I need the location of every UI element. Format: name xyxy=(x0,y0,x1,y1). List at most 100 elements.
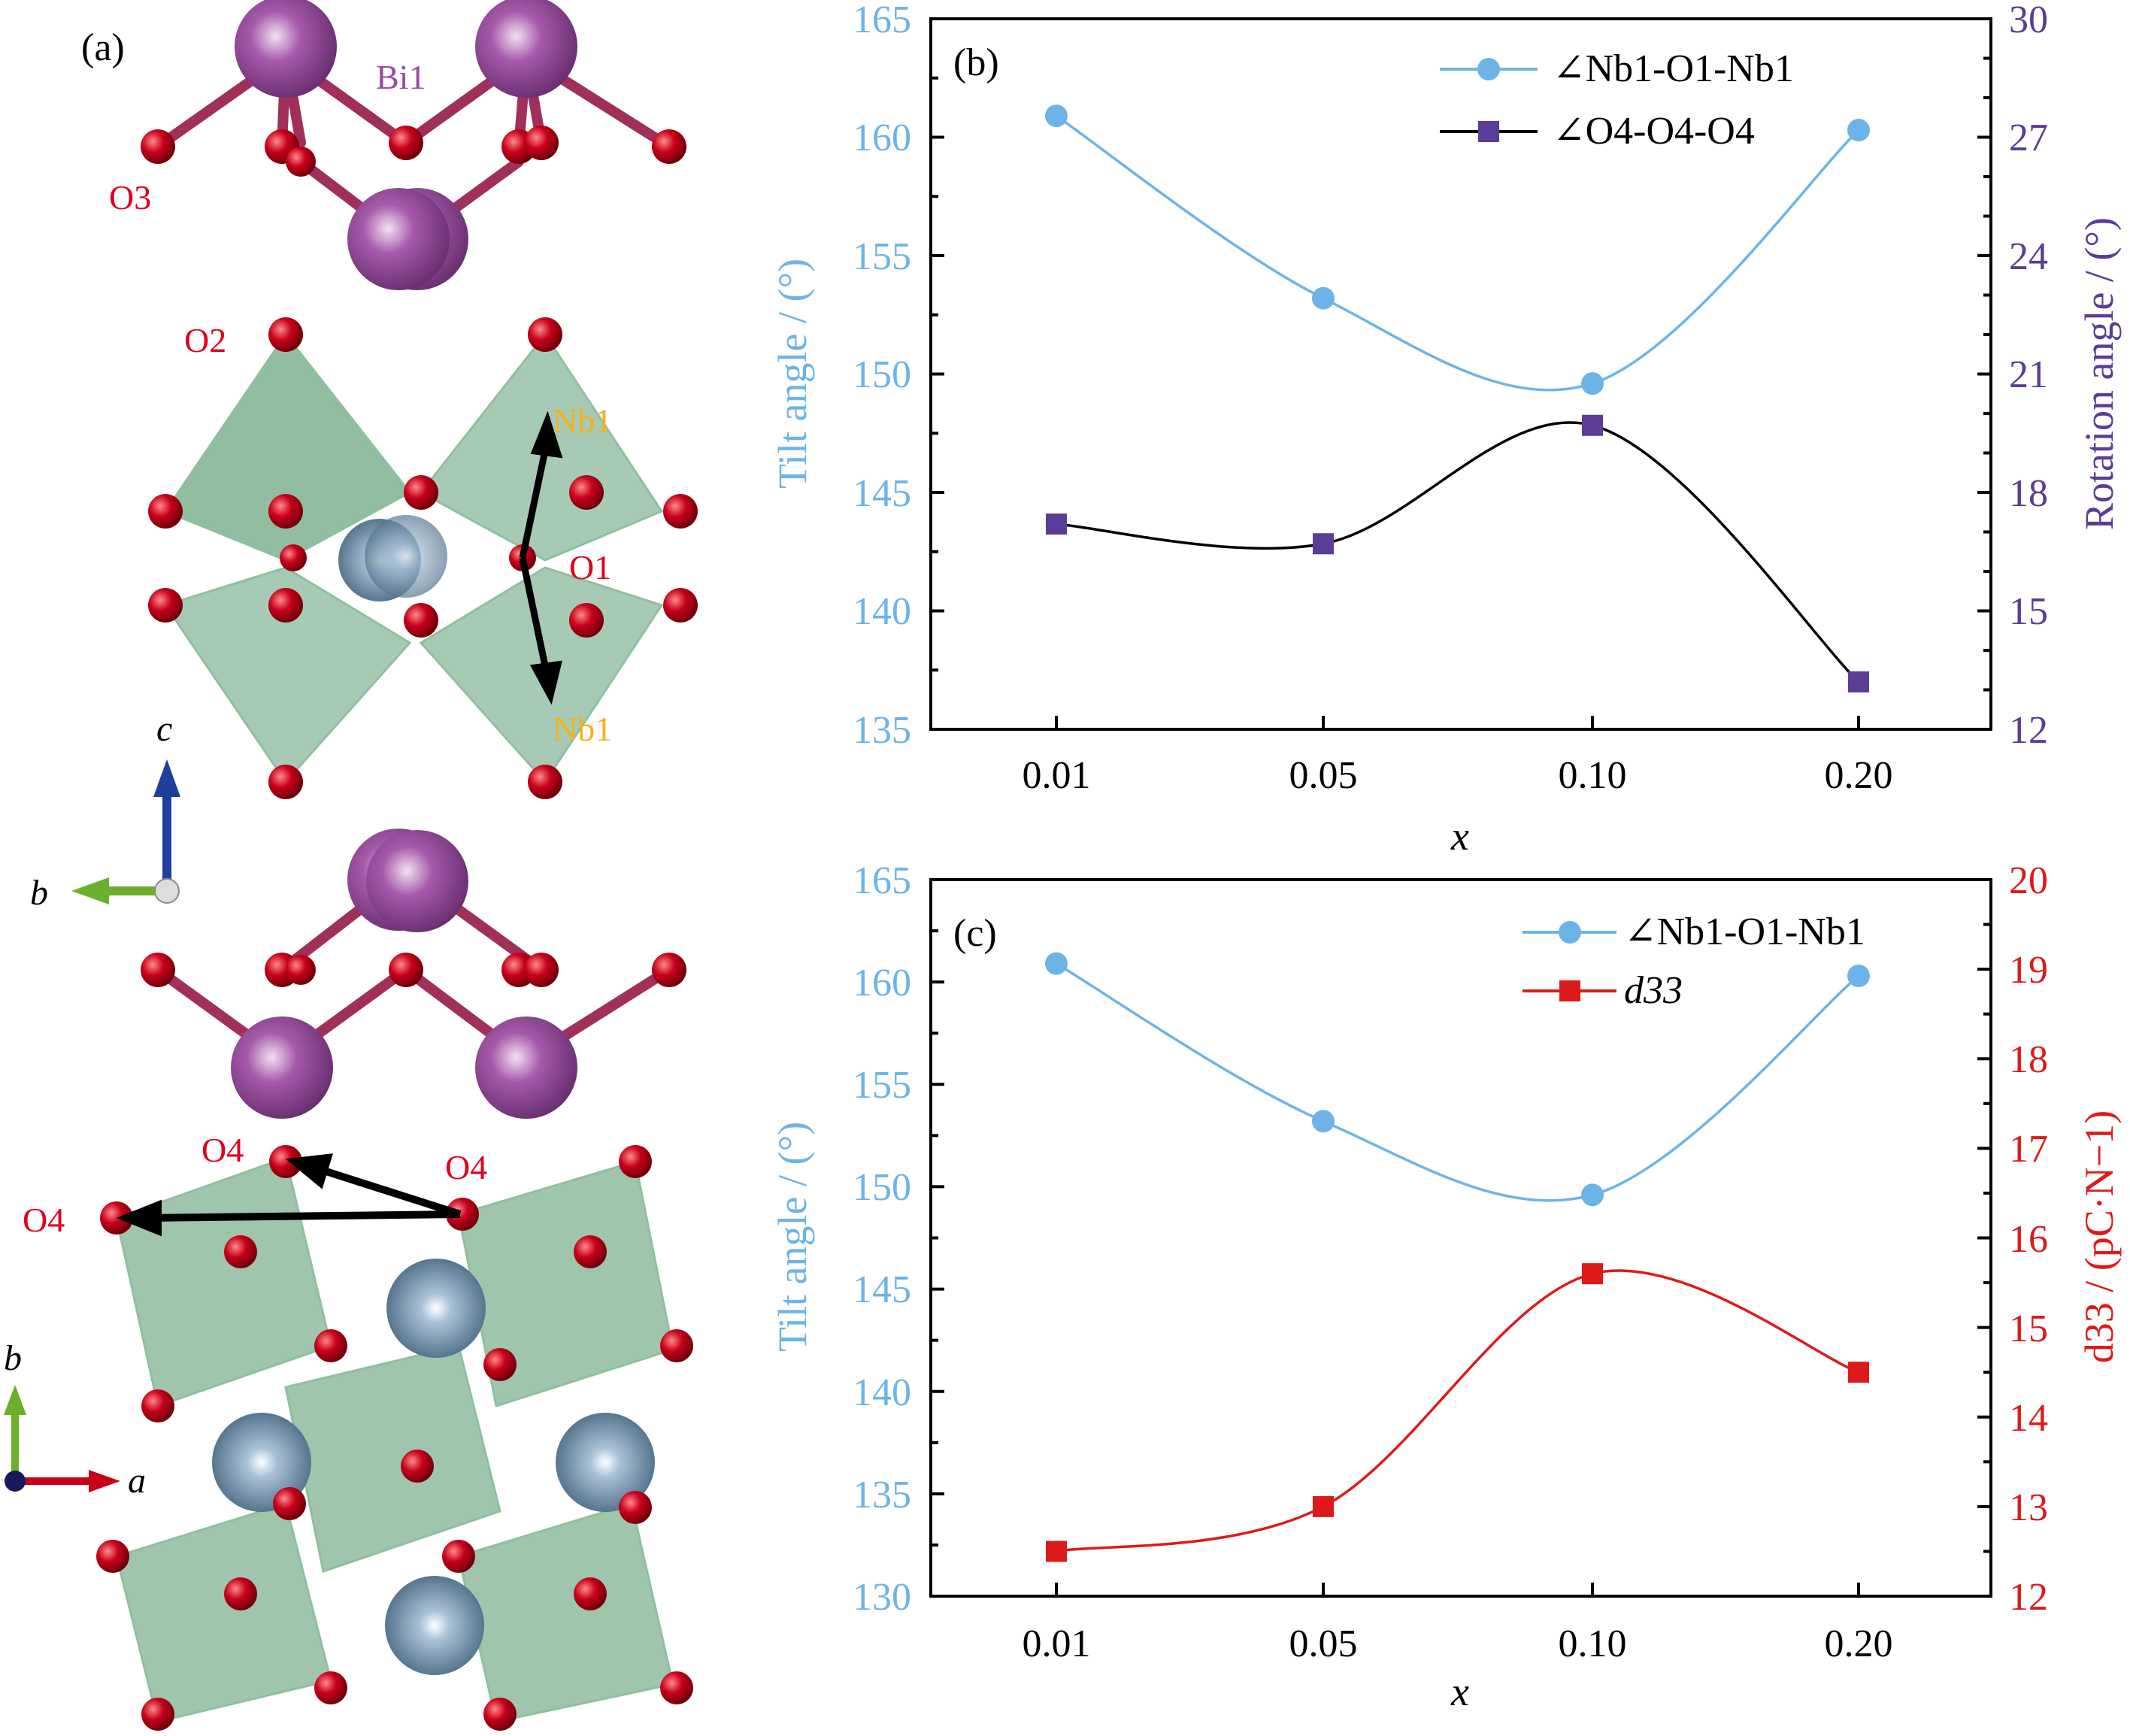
tick-label: 140 xyxy=(853,1371,911,1414)
tick-label: 0.01 xyxy=(1023,754,1091,797)
label-o1: O1 xyxy=(569,548,611,586)
a-site-atom xyxy=(212,1413,311,1512)
data-point-square xyxy=(1046,514,1067,535)
octahedra-block: O2 Nb1 O1 Nb1 xyxy=(148,317,698,799)
label-o4-left: O4 xyxy=(23,1201,65,1239)
series-markers xyxy=(1045,105,1870,692)
label-o3: O3 xyxy=(109,178,151,217)
tick-label: 155 xyxy=(853,235,911,278)
axis-label-b: b xyxy=(30,873,48,913)
left-tick-labels: 135 140 145 150 155 160 165 xyxy=(853,0,911,752)
tick-label: 20 xyxy=(2009,859,2048,902)
tick-label: 12 xyxy=(2009,1576,2048,1619)
tick-label: 0.10 xyxy=(1559,1622,1627,1665)
label-o4-top-right: O4 xyxy=(445,1148,487,1186)
tick-label: 15 xyxy=(2009,1307,2048,1350)
bi-o-layer-top: Bi1 O3 xyxy=(109,0,686,290)
series-line xyxy=(1056,114,1860,392)
data-point-square xyxy=(1313,533,1334,555)
tick-label: 24 xyxy=(2009,235,2048,278)
tick-label: 15 xyxy=(2009,590,2048,633)
data-point-circle xyxy=(1045,952,1068,975)
plot-frame xyxy=(929,17,1992,731)
right-tick-labels: 12 13 14 15 16 17 18 19 20 xyxy=(2009,859,2048,1619)
data-point-circle xyxy=(1847,119,1870,142)
a-site-atom xyxy=(556,1413,655,1512)
plot-frame xyxy=(929,878,1992,1598)
legend: ∠Nb1-O1-Nb1 d33 xyxy=(1523,910,1865,1012)
data-point-circle xyxy=(1847,964,1870,987)
tick-label: 27 xyxy=(2009,117,2048,159)
bismuth-atom xyxy=(475,0,577,98)
label-bi1: Bi1 xyxy=(376,58,426,96)
bismuth-atom xyxy=(366,830,468,932)
legend-label: d33 xyxy=(1624,969,1683,1012)
tick-label: 0.10 xyxy=(1559,754,1627,797)
tick-label: 0.05 xyxy=(1289,754,1358,797)
tick-label: 155 xyxy=(853,1064,911,1107)
tick-label: 160 xyxy=(853,117,911,159)
label-nb1-top: Nb1 xyxy=(553,401,612,440)
bismuth-atom xyxy=(231,1016,333,1119)
bismuth-atom xyxy=(475,1016,577,1119)
axis-indicator-ab: b a xyxy=(4,1338,146,1501)
data-point-square xyxy=(1582,414,1603,436)
data-point-circle xyxy=(1312,1110,1335,1133)
tick-label: 0.01 xyxy=(1023,1622,1091,1665)
y-axis-label-left: Tilt angle / (°) xyxy=(770,259,815,489)
legend-label: ∠O4-O4-O4 xyxy=(1553,110,1755,153)
chart-panel-c: 130 135 140 145 150 155 160 165 12 13 14… xyxy=(770,859,2122,1714)
axis-label-a: a xyxy=(128,1461,146,1501)
legend: ∠Nb1-O1-Nb1 ∠O4-O4-O4 xyxy=(1440,47,1794,153)
panel-label-b: (b) xyxy=(953,41,999,84)
tick-label: 130 xyxy=(853,1576,911,1619)
tick-label: 150 xyxy=(853,1166,911,1209)
structure-panel: (a) Bi1 O3 xyxy=(4,0,698,1731)
series-line xyxy=(1056,962,1860,1202)
tick-marks xyxy=(931,878,1991,1598)
tick-label: 165 xyxy=(853,0,911,41)
series-line xyxy=(1056,1269,1859,1553)
x-tick-labels: 0.01 0.05 0.10 0.20 xyxy=(1023,1622,1893,1665)
data-point-circle xyxy=(1581,1183,1604,1207)
tick-label: 145 xyxy=(853,472,911,515)
tick-label: 13 xyxy=(2009,1486,2048,1529)
y-axis-label-left: Tilt angle / (°) xyxy=(770,1122,815,1352)
chart-panel-b: 135 140 145 150 155 160 165 12 15 18 21 … xyxy=(770,0,2122,859)
tick-label: 18 xyxy=(2009,472,2048,515)
tick-label: 21 xyxy=(2009,353,2048,396)
legend-marker-circle xyxy=(1559,921,1581,944)
axis-label-b-up: b xyxy=(4,1338,22,1378)
tick-label: 145 xyxy=(853,1268,911,1311)
data-point-circle xyxy=(1312,286,1335,310)
panel-label-a: (a) xyxy=(81,26,125,69)
x-axis-label: x xyxy=(1450,813,1469,859)
legend-marker-square xyxy=(1478,121,1499,142)
tick-label: 165 xyxy=(853,859,911,902)
ab-plane-projection: O4 O4 O4 xyxy=(23,1131,693,1731)
tick-label: 0.20 xyxy=(1825,1622,1893,1665)
tick-label: 17 xyxy=(2009,1128,2048,1171)
panel-label-c: (c) xyxy=(953,912,997,955)
right-tick-labels: 12 15 18 21 24 27 30 xyxy=(2009,0,2048,752)
label-o4-top-left: O4 xyxy=(201,1131,244,1169)
tick-label: 14 xyxy=(2009,1397,2048,1440)
series-curves xyxy=(1056,114,1860,683)
tick-label: 160 xyxy=(853,962,911,1004)
bi-o-layer-bottom xyxy=(141,829,686,1119)
left-tick-labels: 130 135 140 145 150 155 160 165 xyxy=(853,859,911,1619)
a-site-atom xyxy=(386,1259,486,1358)
y-axis-label-right: d33 / (pC·N−1) xyxy=(2077,1110,2122,1363)
tick-label: 16 xyxy=(2009,1218,2048,1261)
tick-label: 135 xyxy=(853,709,911,752)
label-nb1-bottom: Nb1 xyxy=(553,710,612,748)
data-point-circle xyxy=(1581,372,1604,395)
data-point-square xyxy=(1848,671,1869,692)
data-point-square xyxy=(1848,1362,1869,1383)
data-point-square xyxy=(1046,1541,1067,1562)
axis-indicator-cb: c b xyxy=(30,709,180,913)
data-point-square xyxy=(1313,1495,1334,1517)
tick-label: 0.05 xyxy=(1289,1622,1358,1665)
series-curves xyxy=(1056,962,1860,1553)
